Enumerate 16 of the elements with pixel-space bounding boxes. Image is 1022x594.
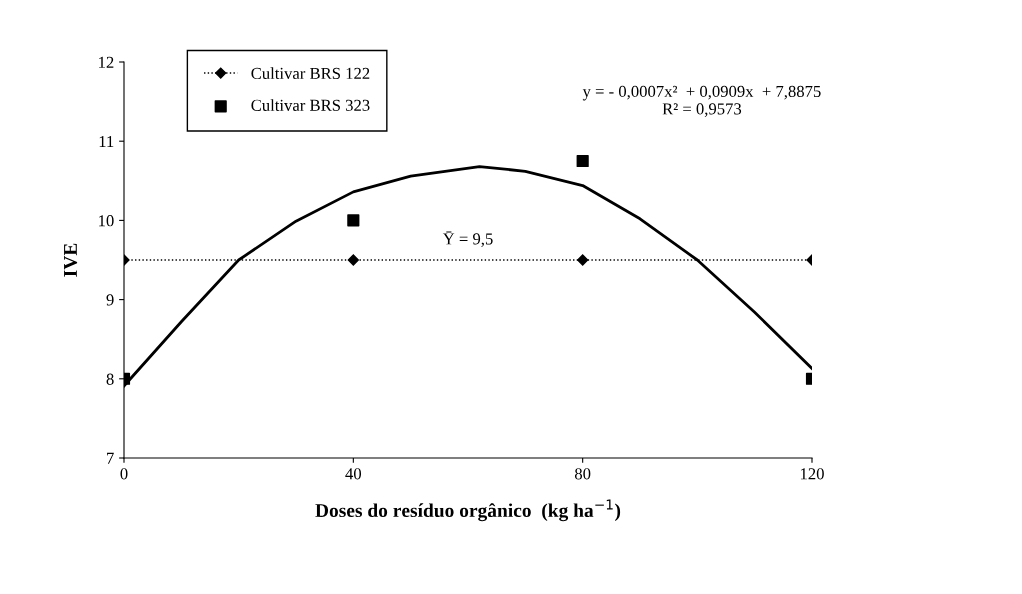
x-tick-label: 40	[345, 468, 362, 480]
annotation: Ȳ = 9,5	[442, 231, 493, 247]
x-tick-label: 0	[120, 468, 128, 480]
x-tick-label: 80	[574, 468, 591, 480]
annotation: y = - 0,0007x² + 0,0909x + 7,8875 R² = 0,9573	[582, 85, 821, 117]
legend-label: Cultivar BRS 122	[251, 67, 370, 80]
y-tick-label: 8	[106, 373, 114, 385]
legend-label: Cultivar BRS 323	[251, 99, 370, 111]
x-axis-title: Doses do resíduo orgânico (kg ha$^{−1}$)	[315, 499, 621, 522]
y-axis-title: IVE	[64, 243, 78, 277]
y-tick-label: 12	[99, 56, 114, 68]
x-tick-label: 120	[800, 468, 824, 480]
y-tick-label: 11	[99, 135, 114, 147]
y-tick-label: 7	[107, 452, 114, 464]
y-tick-label: 10	[99, 215, 114, 227]
y-tick-label: 9	[106, 294, 114, 306]
